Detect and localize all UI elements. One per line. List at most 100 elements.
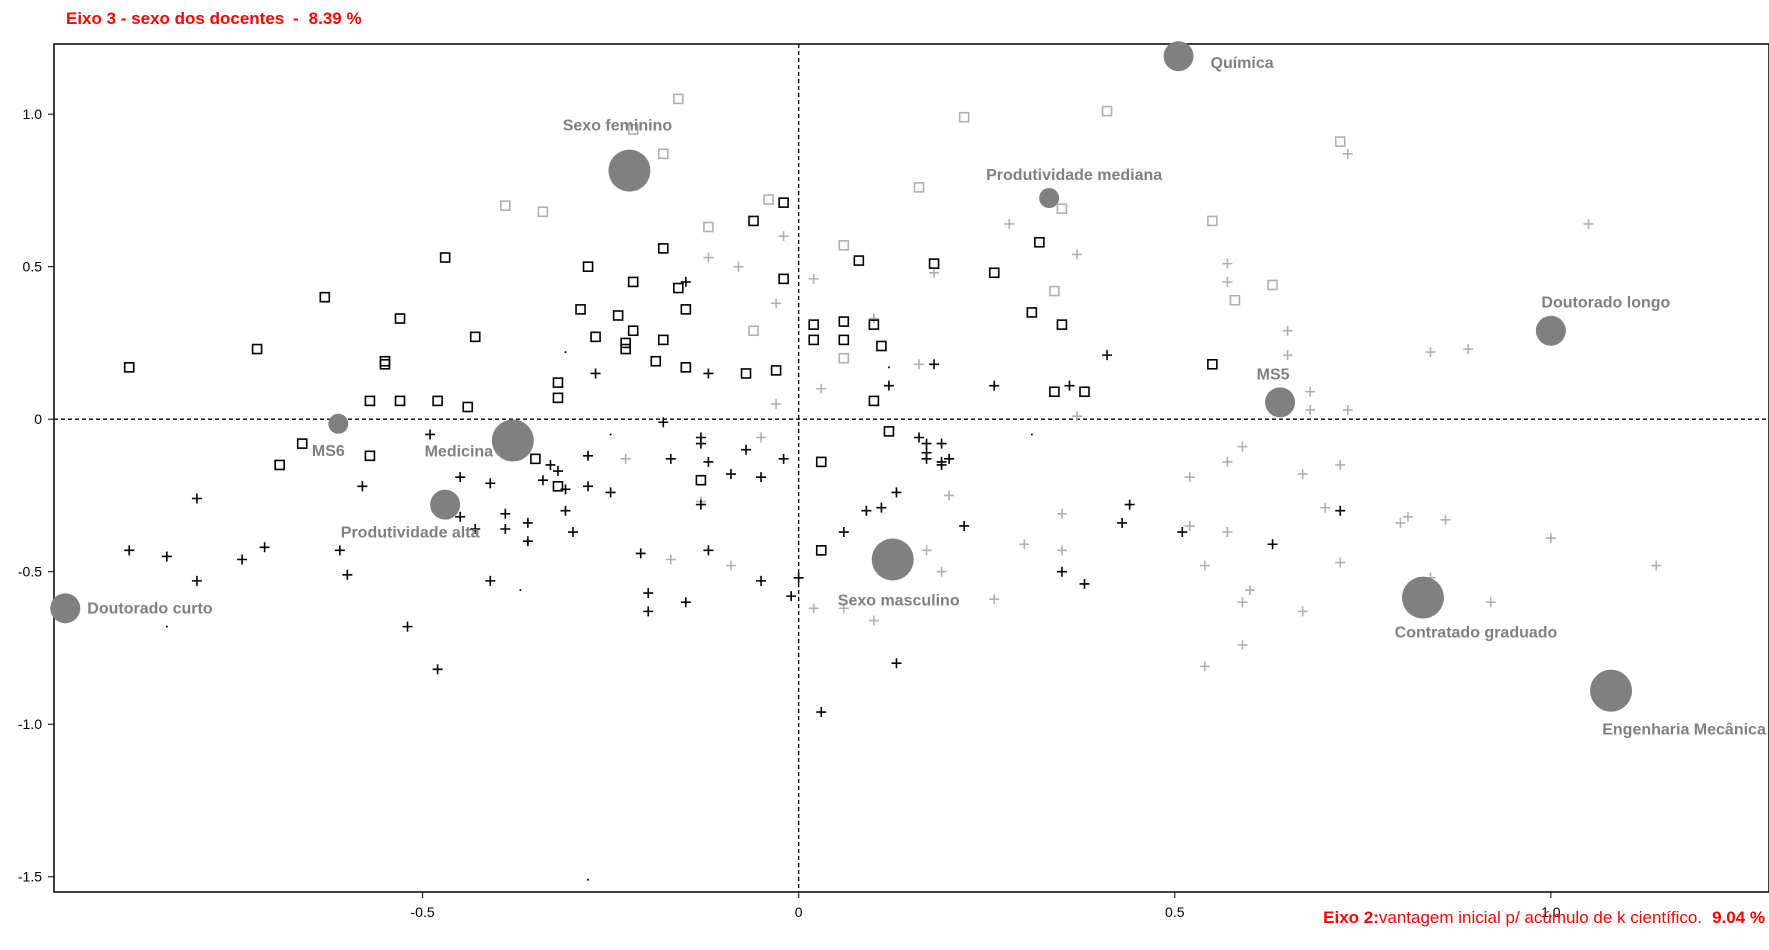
individual-dot — [1030, 433, 1033, 436]
individual-cross-dark — [583, 481, 594, 492]
individual-cross-light — [1056, 545, 1067, 556]
individual-cross-dark — [703, 368, 714, 379]
individual-cross-dark — [635, 548, 646, 559]
individual-cross-dark — [342, 569, 353, 580]
individual-cross-dark — [658, 417, 669, 428]
individual-square-dark — [552, 392, 564, 404]
individual-cross-dark — [643, 606, 654, 617]
individual-cross-light — [1297, 469, 1308, 480]
individual-cross-light — [1237, 441, 1248, 452]
individual-cross-light — [733, 261, 744, 272]
individual-cross-dark — [537, 475, 548, 486]
individual-cross-dark — [695, 438, 706, 449]
individual-cross-dark — [237, 554, 248, 565]
individual-cross-dark — [680, 276, 691, 287]
individual-cross-dark — [605, 487, 616, 498]
individual-square-dark — [590, 331, 601, 343]
individual-cross-dark — [485, 575, 496, 586]
individual-cross-dark — [695, 499, 706, 510]
individual-cross-dark — [786, 591, 797, 602]
individual-square-light — [838, 240, 850, 251]
individual-cross-light — [756, 432, 767, 443]
plot-frame — [53, 43, 1769, 893]
y-tick-label: 0.5 — [23, 259, 43, 275]
individual-cross-dark — [161, 551, 172, 562]
modality-point — [1163, 41, 1194, 72]
y-tick-label: 0 — [34, 411, 42, 427]
individual-cross-light — [1019, 539, 1030, 550]
individual-cross-light — [1184, 520, 1195, 531]
modality-label: Contratado graduado — [1395, 625, 1558, 642]
individual-cross-light — [868, 615, 879, 626]
y-axis-pct: 8.39 % — [308, 9, 362, 28]
individual-cross-light — [1184, 472, 1195, 483]
individual-square-dark — [695, 474, 707, 486]
individual-square-dark — [612, 310, 624, 321]
individual-cross-dark — [560, 484, 571, 495]
individual-square-dark — [868, 319, 880, 330]
individual-cross-light — [771, 398, 782, 409]
individual-points — [123, 93, 1662, 881]
individual-cross-light — [816, 383, 827, 394]
individual-square-dark — [868, 395, 880, 407]
y-axis-title: Eixo 3 - sexo dos docentes -8.39 % — [66, 9, 362, 29]
individual-cross-dark — [936, 438, 947, 449]
individual-square-dark — [1079, 386, 1090, 398]
individual-square-dark — [1034, 236, 1045, 248]
individual-cross-light — [1583, 218, 1594, 229]
individual-square-dark — [680, 304, 692, 315]
individual-cross-dark — [583, 450, 594, 461]
individual-cross-light — [1297, 606, 1308, 617]
individual-square-light — [627, 124, 639, 135]
individual-cross-dark — [552, 466, 563, 477]
individual-square-light — [1049, 285, 1060, 297]
individual-square-dark — [364, 450, 376, 462]
modality-point — [50, 593, 81, 624]
individual-cross-light — [1305, 405, 1316, 416]
individual-square-light — [537, 206, 549, 218]
y-tick-label: -0.5 — [18, 564, 42, 580]
individual-cross-light — [868, 313, 879, 324]
individual-cross-light — [1342, 405, 1353, 416]
individual-cross-light — [1425, 347, 1436, 358]
x-axis-pct: 9.04 % — [1712, 908, 1765, 927]
individual-cross-dark — [560, 505, 571, 516]
axis-ticks: -0.5 0 0.5 1.0 1.0 0.5 0 -0.5 -1.0 -1.5 — [18, 106, 1561, 920]
individual-cross-dark — [921, 438, 932, 449]
individual-dot — [165, 625, 168, 628]
individual-square-dark — [815, 456, 827, 468]
individual-cross-dark — [778, 453, 789, 464]
individual-cross-dark — [891, 658, 902, 669]
individual-cross-light — [1402, 511, 1413, 522]
individual-square-dark — [778, 273, 789, 285]
individual-cross-dark — [1056, 566, 1067, 577]
individual-square-dark — [988, 267, 1000, 279]
x-tick-label: -0.5 — [411, 904, 435, 920]
individual-cross-dark — [500, 524, 511, 535]
x-axis-title: Eixo 2:vantagem inicial p/ acúmulo de k … — [1323, 908, 1765, 928]
y-tick-label: -1.0 — [18, 716, 42, 732]
individual-cross-dark — [680, 597, 691, 608]
modality-label: Química — [1211, 55, 1274, 72]
individual-square-dark — [680, 362, 692, 373]
individual-cross-light — [665, 554, 676, 565]
individual-cross-light — [1244, 585, 1255, 596]
individual-square-light — [1229, 294, 1241, 306]
individual-dot — [519, 589, 522, 592]
individual-cross-light — [620, 453, 631, 464]
individual-cross-light — [1320, 502, 1331, 513]
individual-square-light — [1334, 136, 1346, 147]
x-axis-name: Eixo 2: — [1323, 908, 1379, 927]
modality-point — [1039, 188, 1060, 209]
individual-cross-dark — [1064, 380, 1075, 391]
individual-cross-light — [1305, 386, 1316, 397]
individual-square-dark — [620, 343, 631, 355]
individual-cross-dark — [891, 487, 902, 498]
y-tick-label: -1.5 — [18, 869, 42, 885]
individual-cross-light — [944, 490, 955, 501]
individual-square-dark — [620, 337, 631, 349]
modality-point — [328, 413, 349, 434]
modality-point — [1401, 576, 1444, 619]
individual-square-dark — [251, 343, 263, 355]
individual-cross-dark — [334, 545, 345, 556]
